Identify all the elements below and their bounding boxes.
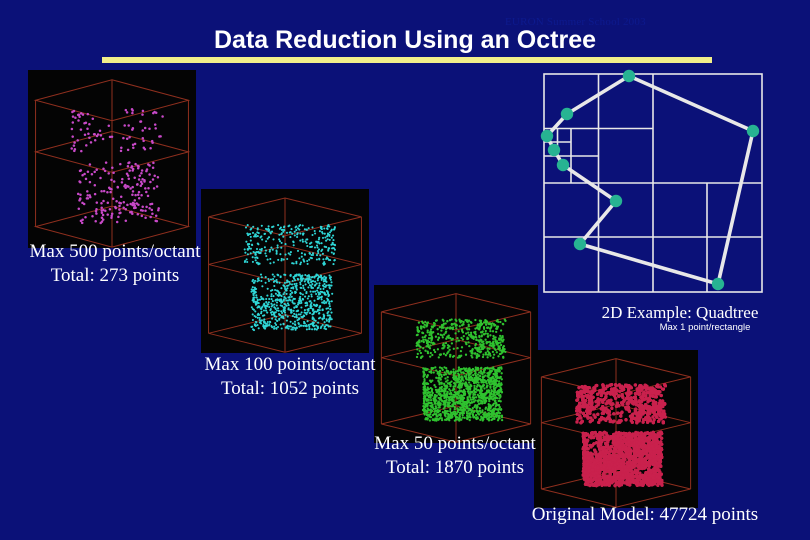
quadtree-node [547, 143, 561, 157]
point-cloud-panel-500 [28, 70, 196, 248]
caption-octree-500: Max 500 points/octant Total: 273 points [0, 240, 230, 288]
cloud-points [415, 318, 507, 422]
point-cloud-render [208, 197, 362, 353]
cloud-points [243, 223, 337, 332]
point-cloud-render [33, 79, 191, 248]
quadtree-node [609, 194, 623, 208]
quadtree-grid [543, 73, 763, 293]
quadtree-polyline [545, 74, 755, 286]
caption-line-total: Total: 273 points [50, 265, 180, 286]
caption-line-max: Max 500 points/octant [29, 241, 201, 262]
caption-octree-50: Max 50 points/octant Total: 1870 points [330, 432, 580, 480]
quadtree-node [573, 237, 587, 251]
cloud-points [70, 107, 164, 225]
title-underline-rule [102, 57, 712, 63]
slide-header: EURON Summer School 2003 Data Reduction … [0, 0, 810, 63]
point-cloud-panel-original [534, 350, 698, 508]
cloud-points [575, 383, 667, 488]
caption-line-max: Max 100 points/octant [204, 354, 376, 375]
quadtree-node [746, 124, 760, 138]
caption-original-model: Original Model: 47724 points [480, 503, 810, 527]
caption-line-total: Total: 1870 points [385, 457, 524, 478]
quadtree-node [711, 277, 725, 291]
wireframe-box [33, 79, 191, 248]
quadtree-node [556, 158, 570, 172]
caption-line-max: Max 50 points/octant [374, 433, 536, 454]
caption-octree-100: Max 100 points/octant Total: 1052 points [160, 353, 420, 401]
point-cloud-render [380, 293, 532, 443]
caption-line-total: Total: 1052 points [220, 378, 359, 399]
header-meta-text: EURON Summer School 2003 [505, 16, 646, 28]
quadtree-node [560, 107, 574, 121]
quadtree-node [622, 69, 636, 83]
caption-line-original: Original Model: 47724 points [531, 504, 759, 525]
quadtree-subcaption: Max 1 point/rectangle [659, 322, 751, 333]
quadtree-diagram [534, 64, 772, 302]
page-title: Data Reduction Using an Octree [213, 26, 597, 54]
quadtree-caption: 2D Example: Quadtree [601, 303, 759, 322]
wireframe-box [380, 293, 532, 443]
wireframe-box [208, 197, 362, 353]
point-cloud-panel-50 [374, 285, 538, 443]
point-cloud-render [540, 358, 692, 508]
point-cloud-panel-100 [201, 189, 369, 353]
quadtree-nodes [540, 69, 760, 291]
quadtree-node [540, 129, 554, 143]
quadtree-svg [540, 69, 763, 293]
